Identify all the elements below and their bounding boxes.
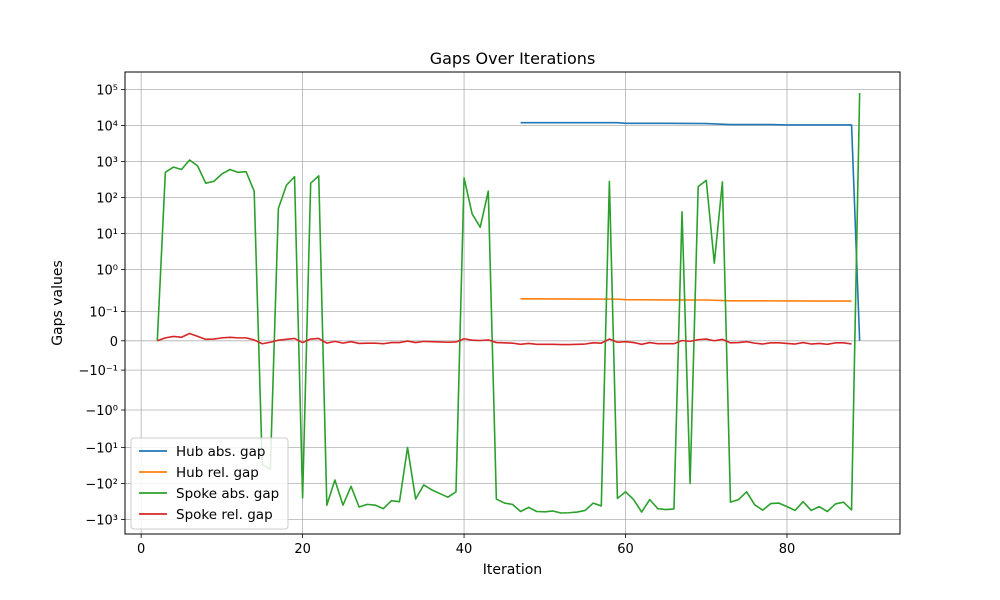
- series-line-hub-abs-gap: [520, 121, 861, 341]
- y-tick-label: 0: [110, 335, 118, 350]
- x-axis-label: Iteration: [483, 562, 542, 578]
- y-tick-label: 10³: [96, 156, 118, 171]
- series-line-spoke-abs-gap: [156, 92, 861, 514]
- y-tick-label: 10⁻¹: [89, 306, 118, 321]
- x-tick-label: 80: [779, 542, 796, 557]
- legend: Hub abs. gap Hub rel. gap Spoke abs. gap Sp…: [130, 437, 289, 530]
- x-tick-label: 0: [137, 542, 145, 557]
- y-tick-label: −10⁰: [85, 404, 118, 419]
- y-tick-label: 10¹: [96, 228, 118, 243]
- y-tick-label: −10²: [85, 478, 118, 493]
- x-axis-ticks: 0 20 40 60 80: [137, 534, 795, 557]
- x-tick-label: 40: [456, 542, 473, 557]
- legend-box: [130, 437, 289, 530]
- y-tick-label: −10¹: [85, 442, 118, 457]
- x-tick-label: 20: [294, 542, 311, 557]
- y-tick-label: −10⁻¹: [78, 364, 118, 379]
- y-axis-label: Gaps values: [50, 260, 66, 346]
- plot-frame: [124, 71, 901, 535]
- y-axis-ticks: −10³ −10² −10¹ −10⁰ −10⁻¹ 0 10⁻¹ 10⁰ 10¹ 10² 10³ 10…: [78, 84, 125, 529]
- legend-label-spoke-rel-gap: Spoke rel. gap: [176, 507, 273, 523]
- y-tick-label: 10⁰: [96, 264, 118, 279]
- series-line-spoke-rel-gap: [157, 332, 852, 346]
- y-tick-label: −10³: [85, 514, 118, 529]
- y-tick-label: 10²: [96, 192, 118, 207]
- y-tick-label: 10⁴: [96, 120, 118, 135]
- series-lines: [156, 92, 861, 514]
- legend-label-hub-abs-gap: Hub abs. gap: [176, 444, 265, 460]
- x-tick-label: 60: [617, 542, 634, 557]
- y-tick-label: 10⁵: [96, 84, 118, 99]
- legend-label-spoke-abs-gap: Spoke abs. gap: [176, 486, 279, 502]
- legend-label-hub-rel-gap: Hub rel. gap: [176, 465, 259, 481]
- chart-title: Gaps Over Iterations: [430, 49, 596, 68]
